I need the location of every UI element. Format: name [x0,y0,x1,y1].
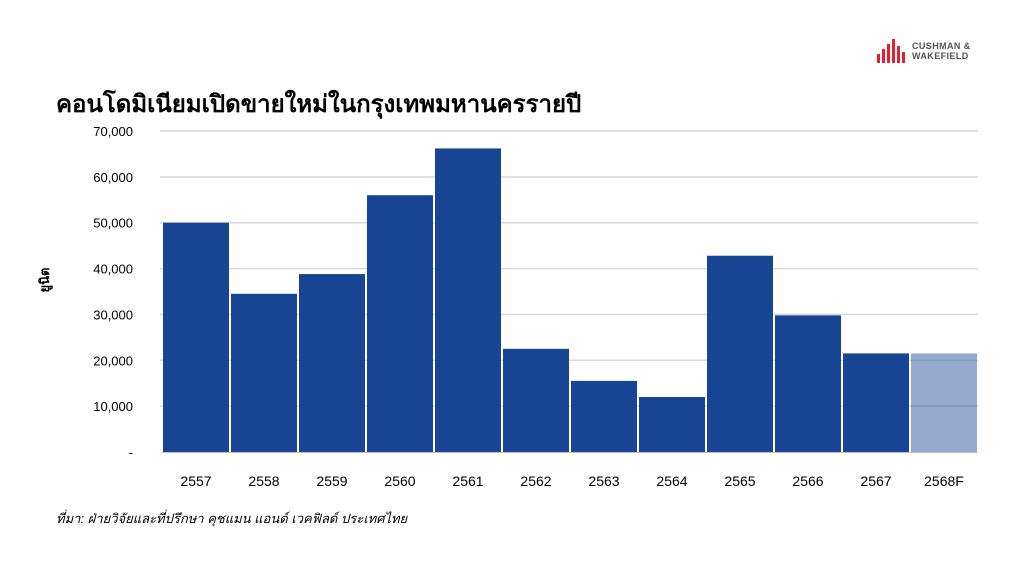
bar [843,353,909,452]
x-tick-label: 2566 [792,473,823,489]
bar [231,293,297,452]
brand-name: CUSHMAN & WAKEFIELD [912,41,971,61]
x-tick-label: 2561 [452,473,483,489]
chart-title: คอนโดมิเนียมเปิดขายใหม่ในกรุงเทพมหานครรา… [56,91,582,118]
y-tick-label: 50,000 [93,216,133,231]
bar [163,222,229,452]
bar [775,315,841,452]
x-tick-label: 2557 [180,473,211,489]
cushman-wakefield-logo-icon [877,39,905,63]
bar [571,380,637,452]
y-tick-label: 70,000 [93,124,133,139]
x-tick-label: 2568F [924,473,964,489]
x-tick-label: 2559 [316,473,347,489]
y-tick-label: 40,000 [93,262,133,277]
bar-forecast [911,353,977,452]
y-tick-label: 60,000 [93,170,133,185]
brand-logo: CUSHMAN & WAKEFIELD [876,38,971,64]
x-tick-label: 2564 [656,473,687,489]
bar [299,274,365,452]
x-tick-label: 2565 [724,473,755,489]
x-tick-label: 2562 [520,473,551,489]
x-tick-label: 2560 [384,473,415,489]
bar [435,148,501,452]
brand-line-1: CUSHMAN & [912,41,971,51]
y-tick-label: - [129,445,133,460]
x-tick-label: 2567 [860,473,891,489]
y-tick-label: 30,000 [93,307,133,322]
brand-line-2: WAKEFIELD [912,51,969,61]
source-note: ที่มา: ฝ่ายวิจัยและที่ปรึกษา คุชแมน แอนด… [56,511,408,526]
x-tick-label: 2558 [248,473,279,489]
bar [639,396,705,452]
bar [367,195,433,452]
y-tick-label: 20,000 [93,353,133,368]
x-tick-label: 2563 [588,473,619,489]
y-tick-label: 10,000 [93,399,133,414]
bar [707,255,773,452]
bar [503,348,569,452]
